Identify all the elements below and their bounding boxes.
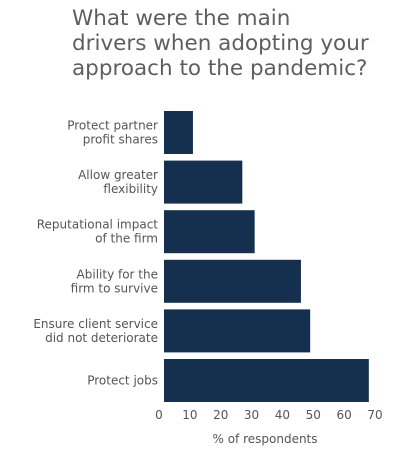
x-tick-label-30: 30 [244, 408, 259, 422]
bar-1 [164, 160, 243, 204]
x-tick-label-40: 40 [275, 408, 290, 422]
x-tick-label-70: 70 [367, 408, 382, 422]
category-label-2: Reputational impact of the firm [37, 218, 159, 246]
x-tick-label-10: 10 [182, 408, 197, 422]
category-label-3-line-1: firm to survive [71, 281, 158, 295]
category-label-1: Allow greater flexibility [78, 168, 158, 196]
category-label-3: Ability for the firm to survive [71, 267, 158, 295]
category-label-5: Protect jobs [87, 374, 158, 388]
category-label-0-line-0: Protect partner [67, 119, 158, 133]
x-axis-label: % of respondents [212, 432, 317, 446]
category-label-1-line-0: Allow greater [78, 168, 158, 182]
bar-2 [164, 210, 255, 254]
chart-title: What were the main drivers when adopting… [72, 6, 402, 81]
bar-0 [164, 111, 193, 154]
category-label-3-line-0: Ability for the [77, 267, 158, 281]
x-tick-label-50: 50 [306, 408, 321, 422]
x-tick-labels: 0 10 20 30 40 50 60 70 [155, 408, 382, 422]
x-tick-label-20: 20 [213, 408, 228, 422]
category-label-0-line-1: profit shares [83, 133, 158, 147]
category-label-2-line-1: of the firm [95, 232, 158, 246]
category-label-0: Protect partner profit shares [67, 119, 158, 147]
category-labels: Protect partner profit shares Allow greate… [33, 119, 158, 388]
x-tick-label-60: 60 [337, 408, 352, 422]
category-label-5-line-0: Protect jobs [87, 374, 158, 388]
category-label-4-line-0: Ensure client service [33, 317, 158, 331]
category-label-4-line-1: did not deteriorate [45, 331, 158, 345]
chart-title-line-1: What were the main [72, 6, 291, 31]
bar-5 [164, 359, 369, 402]
category-label-1-line-1: flexibility [103, 182, 158, 196]
x-tick-label-0: 0 [155, 408, 163, 422]
chart-title-line-3: approach to the pandemic? [72, 56, 368, 81]
bars [164, 111, 369, 402]
category-label-4: Ensure client service did not deteriorate [33, 317, 158, 345]
bar-4 [164, 309, 311, 353]
category-label-2-line-0: Reputational impact [37, 218, 159, 232]
bar-3 [164, 259, 301, 303]
chart-title-line-2: drivers when adopting your [72, 31, 369, 56]
